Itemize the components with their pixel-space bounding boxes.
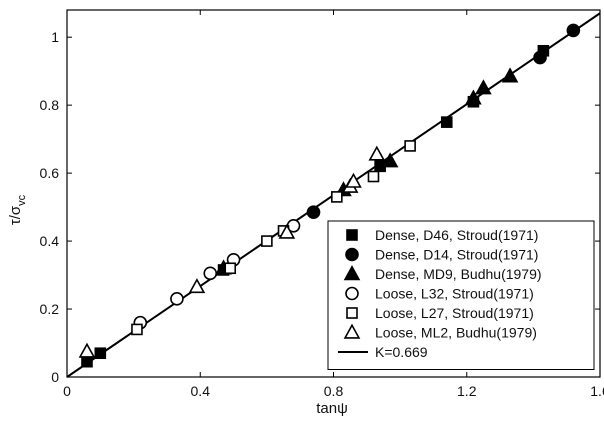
legend-marker — [345, 286, 359, 301]
data-point — [306, 205, 321, 219]
legend-label: Loose, L32, Stroud(1971) — [375, 286, 534, 302]
legend-label: Loose, L27, Stroud(1971) — [375, 305, 534, 321]
x-tick-label: 1.2 — [457, 383, 477, 399]
y-axis-label-subscript: vc — [16, 194, 28, 206]
legend-marker — [345, 247, 359, 262]
legend-box — [327, 220, 595, 370]
data-point — [224, 262, 237, 275]
data-point — [170, 292, 184, 306]
legend-marker — [346, 229, 358, 241]
data-points — [78, 23, 581, 368]
data-point — [368, 145, 386, 161]
data-point — [261, 235, 273, 247]
data-point — [331, 191, 343, 203]
y-tick-label: 0 — [51, 369, 59, 385]
legend: Dense, D46, Stroud(1971) Dense, D14, Stro… — [327, 220, 595, 370]
data-point — [465, 89, 482, 105]
legend-label: Loose, ML2, Budhu(1979) — [375, 325, 537, 341]
data-point — [188, 278, 206, 294]
y-tick-label: 0.2 — [40, 301, 60, 317]
data-point — [78, 342, 96, 358]
data-point — [278, 223, 296, 239]
y-axis-label: τ/σvc — [7, 194, 28, 225]
legend-marker — [346, 307, 358, 319]
x-tick-label: 0.4 — [191, 383, 211, 399]
y-tick-label: 0.4 — [40, 233, 60, 249]
data-point — [203, 266, 218, 281]
data-point — [381, 152, 399, 168]
legend-label: Dense, D14, Stroud(1971) — [375, 247, 538, 263]
data-point — [404, 140, 416, 152]
data-point — [566, 23, 581, 38]
y-tick-label: 0.6 — [40, 165, 60, 181]
x-axis-label: tanψ — [316, 400, 348, 417]
x-tick-label: 0.8 — [324, 383, 344, 399]
y-axis-label-group: τ/σvc — [7, 194, 28, 225]
legend-marker — [343, 323, 361, 339]
series-2 — [306, 23, 581, 219]
data-point — [440, 116, 453, 128]
y-tick-label: 0.8 — [40, 97, 60, 113]
data-point — [533, 50, 547, 65]
legend-label: K=0.669 — [375, 344, 428, 360]
data-point — [94, 347, 107, 360]
legend-label: Dense, D46, Stroud(1971) — [375, 227, 538, 243]
data-point — [345, 172, 362, 188]
legend-label: Dense, MD9, Budhu(1979) — [375, 266, 542, 282]
legend-marker — [343, 265, 361, 281]
y-axis-label-main: τ/σ — [7, 205, 24, 225]
axis-ticks: 0 0.4 0.8 1.2 1.6 0 0.2 0.4 0.6 0.8 1 — [40, 10, 604, 399]
series-6 — [78, 145, 386, 358]
x-tick-label: 0 — [63, 383, 71, 399]
y-tick-label: 1 — [51, 29, 59, 45]
data-point — [501, 67, 519, 83]
data-point — [475, 79, 492, 95]
data-point — [131, 323, 143, 336]
data-point — [367, 170, 380, 183]
data-point — [81, 355, 93, 368]
x-tick-label: 1.6 — [590, 383, 604, 399]
